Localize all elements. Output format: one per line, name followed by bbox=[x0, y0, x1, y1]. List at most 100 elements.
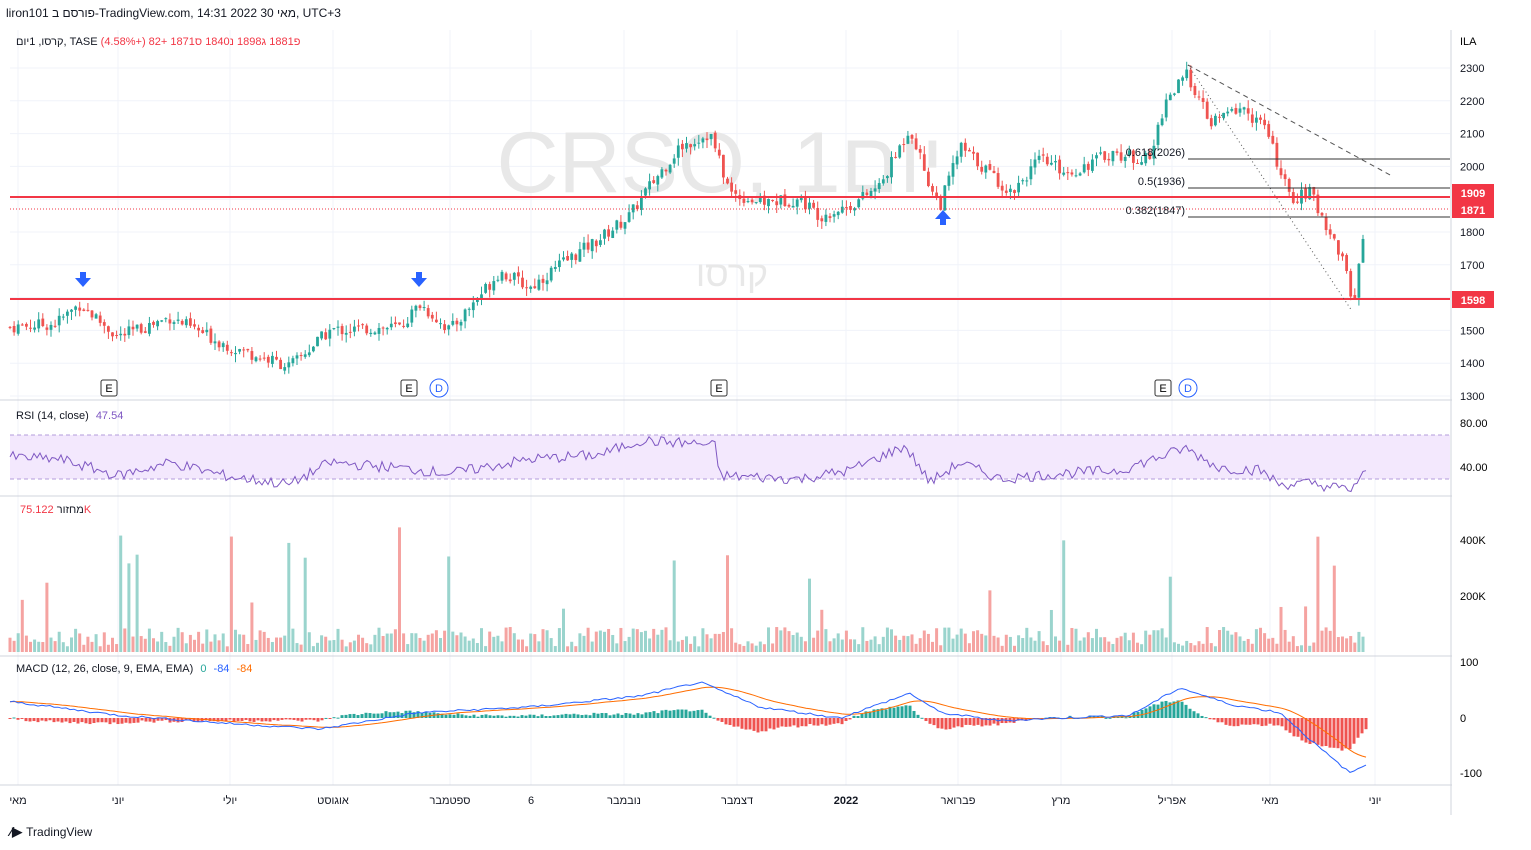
candle-body bbox=[828, 216, 832, 219]
volume-bar bbox=[799, 636, 803, 652]
price-axis-label: 1300 bbox=[1460, 391, 1484, 403]
macd-hist-bar bbox=[516, 716, 520, 718]
volume-legend[interactable]: מחזור 75.122K bbox=[16, 504, 91, 516]
volume-bar bbox=[898, 639, 902, 652]
candle-body bbox=[1193, 85, 1197, 95]
candle-body bbox=[775, 201, 779, 206]
macd-hist-bar bbox=[72, 718, 76, 722]
candle-body bbox=[8, 326, 12, 328]
candle-body bbox=[693, 144, 697, 147]
volume-bar bbox=[147, 628, 151, 652]
candle-body bbox=[135, 324, 139, 329]
volume-bar bbox=[1062, 540, 1066, 652]
candle-body bbox=[496, 279, 500, 281]
candle-body bbox=[1123, 156, 1127, 162]
candle-body bbox=[123, 333, 127, 336]
macd-hist-bar bbox=[920, 717, 924, 719]
macd-hist-bar bbox=[260, 718, 264, 722]
macd-legend[interactable]: MACD (12, 26, close, 9, EMA, EMA) 0 -84 … bbox=[16, 663, 252, 675]
rsi-legend[interactable]: RSI (14, close) 47.54 bbox=[16, 410, 123, 422]
macd-hist-bar bbox=[776, 718, 780, 728]
volume-bar bbox=[246, 644, 250, 652]
trendline-dashed[interactable] bbox=[1187, 64, 1393, 177]
volume-bar bbox=[693, 636, 697, 652]
dividend-marker[interactable]: D bbox=[1178, 378, 1198, 398]
volume-bar bbox=[947, 627, 951, 652]
macd-hist-bar bbox=[800, 718, 804, 727]
price-axis-label: 2200 bbox=[1460, 96, 1484, 108]
macd-hist-bar bbox=[268, 718, 272, 722]
macd-hist-bar bbox=[988, 718, 992, 726]
volume-bar bbox=[767, 627, 770, 652]
candle-body bbox=[266, 356, 270, 363]
volume-bar bbox=[1177, 643, 1180, 652]
candle-body bbox=[1279, 168, 1283, 176]
volume-bar bbox=[582, 635, 586, 652]
macd-hist-bar bbox=[1272, 718, 1276, 726]
candle-body bbox=[869, 190, 873, 197]
candle-body bbox=[754, 202, 758, 204]
macd-hist-bar bbox=[376, 713, 380, 718]
volume-axis-400k: 400K bbox=[1460, 535, 1486, 547]
volume-bar bbox=[332, 640, 336, 652]
symbol-legend[interactable]: קרסו, 1יום, TASE פ1881 ג1898 נ1840 ס1871… bbox=[16, 36, 300, 48]
candle-body bbox=[189, 318, 192, 326]
macd-hist-bar bbox=[1088, 715, 1092, 718]
macd-hist-bar bbox=[1208, 718, 1212, 720]
volume-bar bbox=[1049, 609, 1053, 652]
macd-hist-bar bbox=[64, 718, 68, 722]
macd-hist-bar bbox=[116, 718, 120, 725]
candle-body bbox=[980, 166, 984, 172]
volume-bar bbox=[352, 640, 356, 652]
macd-hist-bar bbox=[1268, 718, 1272, 724]
candle-body bbox=[1164, 99, 1168, 118]
volume-bar bbox=[836, 633, 840, 652]
macd-hist-bar bbox=[904, 705, 908, 718]
tradingview-footer[interactable]: ⁄▶ TradingView bbox=[10, 824, 92, 840]
volume-bar bbox=[1361, 636, 1365, 652]
volume-bar bbox=[516, 639, 520, 652]
candle-body bbox=[1017, 182, 1020, 193]
macd-hist-bar bbox=[912, 710, 916, 718]
earnings-marker[interactable]: E bbox=[710, 379, 728, 397]
candle-body bbox=[1189, 69, 1193, 88]
earnings-marker[interactable]: E bbox=[1154, 379, 1172, 397]
earnings-marker[interactable]: E bbox=[100, 379, 118, 397]
pane-borders bbox=[0, 30, 1452, 815]
macd-hist-bar bbox=[284, 718, 288, 720]
earnings-marker[interactable]: E bbox=[400, 379, 418, 397]
volume-bar bbox=[586, 627, 590, 652]
candle-body bbox=[681, 143, 684, 150]
volume-bar bbox=[680, 639, 684, 652]
macd-hist-bar bbox=[224, 718, 228, 722]
candle-body bbox=[312, 346, 315, 352]
candle-body bbox=[902, 144, 906, 146]
svg-text:D: D bbox=[435, 383, 443, 395]
ohlc-open: פ1881 bbox=[269, 36, 301, 48]
volume-bar bbox=[1209, 643, 1213, 652]
macd-hist-bar bbox=[192, 718, 196, 722]
dividend-marker[interactable]: D bbox=[429, 378, 449, 398]
volume-bar bbox=[275, 637, 278, 652]
candle-body bbox=[463, 309, 467, 322]
candle-body bbox=[562, 257, 565, 260]
macd-hist-bar bbox=[552, 715, 556, 718]
volume-bar bbox=[57, 631, 61, 652]
macd-hist-bar bbox=[16, 718, 20, 720]
volume-bar bbox=[808, 578, 811, 652]
candle-body bbox=[1029, 166, 1033, 180]
candle-body bbox=[582, 242, 586, 250]
volume-bar bbox=[504, 627, 508, 652]
macd-hist-bar bbox=[728, 718, 732, 726]
last-price-tag: 1871 bbox=[1452, 201, 1494, 218]
macd-hist-bar bbox=[556, 715, 560, 718]
volume-bar bbox=[512, 633, 516, 652]
volume-bar bbox=[660, 629, 664, 652]
arrow-down-icon bbox=[75, 272, 91, 287]
volume-bar bbox=[881, 636, 885, 652]
volume-bar bbox=[877, 644, 881, 652]
volume-bar bbox=[730, 628, 734, 652]
macd-hist-value: 0 bbox=[200, 663, 207, 675]
volume-bar bbox=[488, 631, 492, 652]
